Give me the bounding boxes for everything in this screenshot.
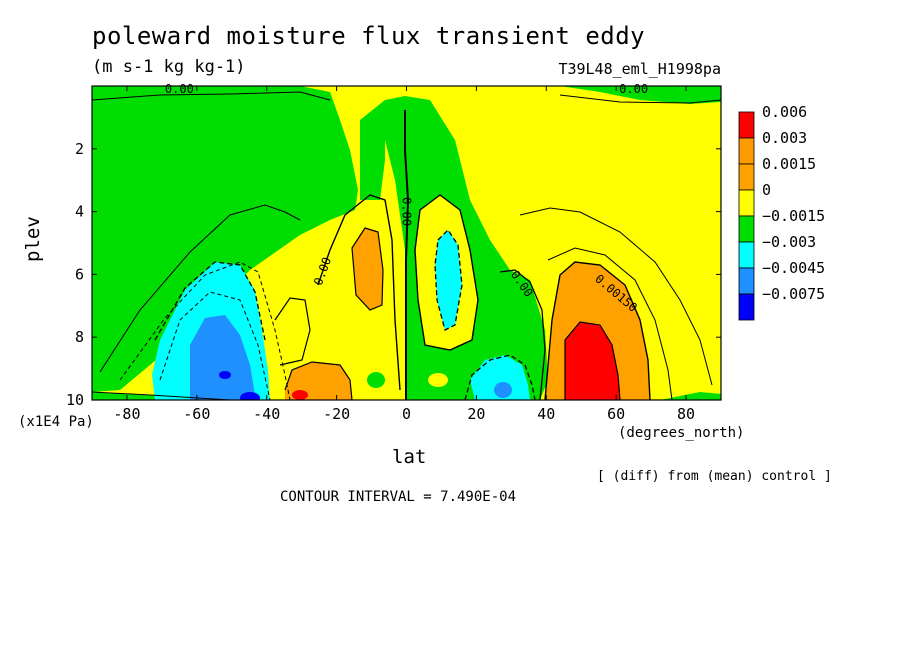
y-axis: 2 4 6 8 10	[66, 140, 721, 409]
contour-line-center	[404, 110, 410, 400]
contour-line-sh-dashed-3	[154, 261, 266, 341]
contour-line-nh-mid	[547, 247, 673, 400]
legend-label: 0.003	[762, 129, 807, 147]
y-tick-label: 4	[75, 203, 84, 221]
field-green-bottom-right-edge	[660, 392, 721, 400]
y-tick-label: 6	[75, 265, 84, 283]
x-tick-label: 0	[402, 405, 411, 423]
x-tick-label: -20	[323, 405, 350, 423]
chart-title: poleward moisture flux transient eddy	[92, 22, 646, 50]
legend-swatch	[738, 293, 755, 321]
legend-label: 0.0015	[762, 155, 816, 173]
legend-swatch	[738, 215, 755, 243]
field-green-left-edge-spot	[92, 145, 98, 170]
contour-line-nh-zero-2	[499, 269, 546, 400]
x-axis: -80 -60 -40 -20 0 20 40 60 80	[113, 86, 695, 423]
x-tick-label: -80	[113, 405, 140, 423]
legend-swatch	[738, 137, 755, 165]
field-green-spot-south	[367, 372, 385, 388]
y-tick-label: 10	[66, 391, 84, 409]
field-red-sh-lower	[292, 390, 308, 400]
y-axis-label: plev	[22, 216, 44, 262]
x-axis-label: lat	[392, 446, 427, 468]
field-yellow-spot-1	[428, 373, 448, 387]
field-darkblue-sh-2	[240, 392, 260, 400]
legend-swatch	[738, 111, 755, 139]
legend-label: −0.003	[762, 233, 816, 251]
legend-swatch	[738, 163, 755, 191]
contour-line-sh-zero	[317, 194, 401, 391]
contour-label: 0.00	[619, 82, 648, 96]
legend-label: −0.0075	[762, 285, 825, 303]
field-blue-nh-lower	[494, 382, 512, 398]
legend-label: −0.0045	[762, 259, 825, 277]
x-tick-label: 40	[537, 405, 555, 423]
x-tick-label: 60	[607, 405, 625, 423]
field-blue-sh	[190, 315, 258, 400]
contour-line-nh-dashed	[434, 228, 463, 331]
legend-label: 0	[762, 181, 771, 199]
legend-swatch	[738, 267, 755, 295]
field-orange-sh-upper	[352, 228, 383, 310]
contour-line-sh-zero-2	[274, 297, 311, 366]
x-tick-label: 80	[677, 405, 695, 423]
field-red-nh	[565, 322, 620, 400]
x-axis-units: (degrees_north)	[618, 425, 745, 441]
contour-line-sh-dashed-2	[159, 291, 271, 400]
x-tick-label: 20	[467, 405, 485, 423]
y-tick-label: 2	[75, 140, 84, 158]
y-tick-label: 8	[75, 328, 84, 346]
contour-line-top-right	[559, 94, 721, 104]
contour-line-nh-red-outline	[564, 321, 621, 400]
contour-line-nh-zero	[414, 194, 479, 351]
contour-line-bottom-left	[92, 391, 231, 400]
contour-label: 0.00	[165, 82, 194, 96]
contour-line-top-left	[92, 91, 331, 101]
legend-label: 0.006	[762, 103, 807, 121]
field-cyan-nh-lower	[470, 355, 530, 400]
color-legend: 0.006 0.003 0.0015 0 −0.0015 −0.003 −0.0045 −0.…	[738, 103, 825, 321]
field-darkblue-sh	[219, 371, 231, 379]
contour-line-nh-lower-dashed	[464, 354, 536, 400]
chart-units: (m s-1 kg kg-1)	[92, 57, 246, 77]
field-green-top-middle	[355, 86, 721, 104]
contour-label: 0.00	[400, 197, 414, 226]
diff-note: [ (diff) from (mean) control ]	[597, 469, 832, 484]
legend-swatch	[738, 189, 755, 217]
contour-line-sh-lower-orange	[284, 361, 353, 400]
contour-interval: CONTOUR INTERVAL = 7.490E-04	[280, 489, 517, 505]
run-label: T39L48_eml_H1998pa	[558, 60, 721, 78]
field-cyan-nh-upper	[435, 230, 462, 330]
contour-line-sh-outer	[99, 204, 301, 373]
legend-label: −0.0015	[762, 207, 825, 225]
contour-line-nh-outer	[519, 207, 713, 386]
contour-line-nh-orange-outline	[544, 261, 651, 400]
field-green-top-left	[92, 86, 358, 392]
legend-swatch	[738, 241, 755, 269]
contour-line-sh-orange-outline	[351, 227, 384, 311]
x-tick-label: -40	[253, 405, 280, 423]
y-axis-units: (x1E4 Pa)	[18, 414, 94, 430]
x-tick-label: -60	[183, 405, 210, 423]
field-green-left-center	[360, 100, 385, 200]
